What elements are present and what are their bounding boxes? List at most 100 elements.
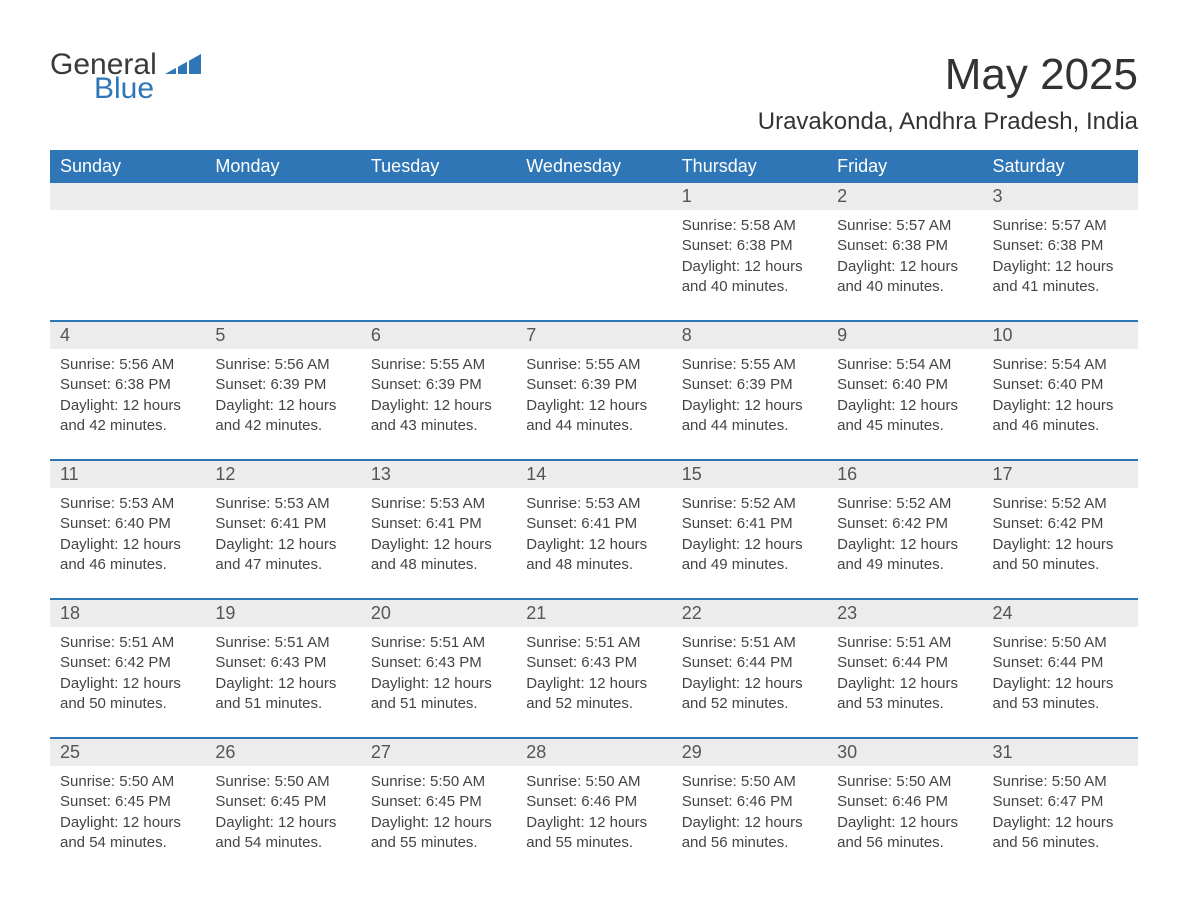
day-number (205, 183, 360, 210)
day-body: Sunrise: 5:50 AMSunset: 6:46 PMDaylight:… (672, 766, 827, 866)
day-number: 10 (983, 322, 1138, 349)
sunrise-text: Sunrise: 5:57 AM (837, 216, 972, 236)
header: General Blue May 2025 Uravakonda, Andhra… (50, 50, 1138, 136)
sunset-text: Sunset: 6:47 PM (993, 792, 1128, 812)
day-number (361, 183, 516, 210)
daylight-text: Daylight: 12 hours and 40 minutes. (682, 257, 817, 298)
sunset-text: Sunset: 6:42 PM (60, 653, 195, 673)
sunrise-text: Sunrise: 5:50 AM (837, 772, 972, 792)
day-body: Sunrise: 5:53 AMSunset: 6:41 PMDaylight:… (516, 488, 671, 588)
day-number: 15 (672, 461, 827, 488)
sunset-text: Sunset: 6:40 PM (993, 375, 1128, 395)
day-number: 31 (983, 739, 1138, 766)
day-number: 26 (205, 739, 360, 766)
day-number: 1 (672, 183, 827, 210)
day-cell: 3Sunrise: 5:57 AMSunset: 6:38 PMDaylight… (983, 183, 1138, 310)
daylight-text: Daylight: 12 hours and 53 minutes. (837, 674, 972, 715)
sunset-text: Sunset: 6:39 PM (215, 375, 350, 395)
day-body (50, 210, 205, 310)
sunset-text: Sunset: 6:43 PM (526, 653, 661, 673)
sunrise-text: Sunrise: 5:50 AM (60, 772, 195, 792)
day-body (205, 210, 360, 310)
sunset-text: Sunset: 6:44 PM (682, 653, 817, 673)
day-number: 19 (205, 600, 360, 627)
day-body: Sunrise: 5:50 AMSunset: 6:46 PMDaylight:… (827, 766, 982, 866)
day-cell-empty (361, 183, 516, 310)
daylight-text: Daylight: 12 hours and 52 minutes. (526, 674, 661, 715)
sunrise-text: Sunrise: 5:51 AM (526, 633, 661, 653)
day-number: 13 (361, 461, 516, 488)
day-cell: 1Sunrise: 5:58 AMSunset: 6:38 PMDaylight… (672, 183, 827, 310)
sunrise-text: Sunrise: 5:58 AM (682, 216, 817, 236)
sunrise-text: Sunrise: 5:50 AM (682, 772, 817, 792)
daylight-text: Daylight: 12 hours and 54 minutes. (60, 813, 195, 854)
sunset-text: Sunset: 6:39 PM (526, 375, 661, 395)
day-cell: 8Sunrise: 5:55 AMSunset: 6:39 PMDaylight… (672, 322, 827, 449)
sunrise-text: Sunrise: 5:51 AM (371, 633, 506, 653)
daylight-text: Daylight: 12 hours and 53 minutes. (993, 674, 1128, 715)
sunrise-text: Sunrise: 5:57 AM (993, 216, 1128, 236)
daylight-text: Daylight: 12 hours and 51 minutes. (215, 674, 350, 715)
daylight-text: Daylight: 12 hours and 49 minutes. (837, 535, 972, 576)
sunset-text: Sunset: 6:46 PM (682, 792, 817, 812)
day-body: Sunrise: 5:50 AMSunset: 6:46 PMDaylight:… (516, 766, 671, 866)
day-cell: 18Sunrise: 5:51 AMSunset: 6:42 PMDayligh… (50, 600, 205, 727)
sunrise-text: Sunrise: 5:54 AM (837, 355, 972, 375)
day-number: 3 (983, 183, 1138, 210)
day-number: 23 (827, 600, 982, 627)
day-body: Sunrise: 5:50 AMSunset: 6:45 PMDaylight:… (50, 766, 205, 866)
daylight-text: Daylight: 12 hours and 52 minutes. (682, 674, 817, 715)
sunset-text: Sunset: 6:39 PM (371, 375, 506, 395)
daylight-text: Daylight: 12 hours and 48 minutes. (526, 535, 661, 576)
day-body: Sunrise: 5:52 AMSunset: 6:42 PMDaylight:… (827, 488, 982, 588)
sunset-text: Sunset: 6:41 PM (526, 514, 661, 534)
sunset-text: Sunset: 6:38 PM (837, 236, 972, 256)
day-header-row: Sunday Monday Tuesday Wednesday Thursday… (50, 150, 1138, 183)
week-row: 11Sunrise: 5:53 AMSunset: 6:40 PMDayligh… (50, 459, 1138, 588)
daylight-text: Daylight: 12 hours and 50 minutes. (60, 674, 195, 715)
day-header: Wednesday (516, 150, 671, 183)
sunset-text: Sunset: 6:44 PM (993, 653, 1128, 673)
sunset-text: Sunset: 6:38 PM (993, 236, 1128, 256)
day-body (516, 210, 671, 310)
day-number: 24 (983, 600, 1138, 627)
day-cell: 15Sunrise: 5:52 AMSunset: 6:41 PMDayligh… (672, 461, 827, 588)
day-cell-empty (516, 183, 671, 310)
day-body: Sunrise: 5:50 AMSunset: 6:44 PMDaylight:… (983, 627, 1138, 727)
sunrise-text: Sunrise: 5:56 AM (60, 355, 195, 375)
day-body: Sunrise: 5:51 AMSunset: 6:43 PMDaylight:… (361, 627, 516, 727)
title-block: May 2025 Uravakonda, Andhra Pradesh, Ind… (758, 50, 1138, 136)
day-body (361, 210, 516, 310)
week-row: 18Sunrise: 5:51 AMSunset: 6:42 PMDayligh… (50, 598, 1138, 727)
day-number: 14 (516, 461, 671, 488)
sunset-text: Sunset: 6:38 PM (682, 236, 817, 256)
daylight-text: Daylight: 12 hours and 47 minutes. (215, 535, 350, 576)
day-header: Thursday (672, 150, 827, 183)
day-cell: 7 Sunrise: 5:55 AMSunset: 6:39 PMDaylight… (516, 322, 671, 449)
daylight-text: Daylight: 12 hours and 55 minutes. (371, 813, 506, 854)
sunrise-text: Sunrise: 5:53 AM (215, 494, 350, 514)
day-cell: 11Sunrise: 5:53 AMSunset: 6:40 PMDayligh… (50, 461, 205, 588)
sunrise-text: Sunrise: 5:50 AM (215, 772, 350, 792)
day-number: 7 (516, 322, 671, 349)
day-body: Sunrise: 5:51 AMSunset: 6:43 PMDaylight:… (516, 627, 671, 727)
daylight-text: Daylight: 12 hours and 44 minutes. (526, 396, 661, 437)
sunrise-text: Sunrise: 5:51 AM (60, 633, 195, 653)
sunrise-text: Sunrise: 5:50 AM (526, 772, 661, 792)
day-number: 29 (672, 739, 827, 766)
logo: General Blue (50, 50, 201, 104)
day-number: 30 (827, 739, 982, 766)
day-cell: 10Sunrise: 5:54 AMSunset: 6:40 PMDayligh… (983, 322, 1138, 449)
daylight-text: Daylight: 12 hours and 56 minutes. (993, 813, 1128, 854)
day-cell: 2Sunrise: 5:57 AMSunset: 6:38 PMDaylight… (827, 183, 982, 310)
day-body: Sunrise: 5:58 AMSunset: 6:38 PMDaylight:… (672, 210, 827, 310)
day-cell: 23Sunrise: 5:51 AMSunset: 6:44 PMDayligh… (827, 600, 982, 727)
day-cell: 17Sunrise: 5:52 AMSunset: 6:42 PMDayligh… (983, 461, 1138, 588)
daylight-text: Daylight: 12 hours and 45 minutes. (837, 396, 972, 437)
sunrise-text: Sunrise: 5:55 AM (526, 355, 661, 375)
sunset-text: Sunset: 6:38 PM (60, 375, 195, 395)
sunrise-text: Sunrise: 5:51 AM (215, 633, 350, 653)
sunset-text: Sunset: 6:39 PM (682, 375, 817, 395)
day-cell: 5Sunrise: 5:56 AMSunset: 6:39 PMDaylight… (205, 322, 360, 449)
day-cell: 14Sunrise: 5:53 AMSunset: 6:41 PMDayligh… (516, 461, 671, 588)
